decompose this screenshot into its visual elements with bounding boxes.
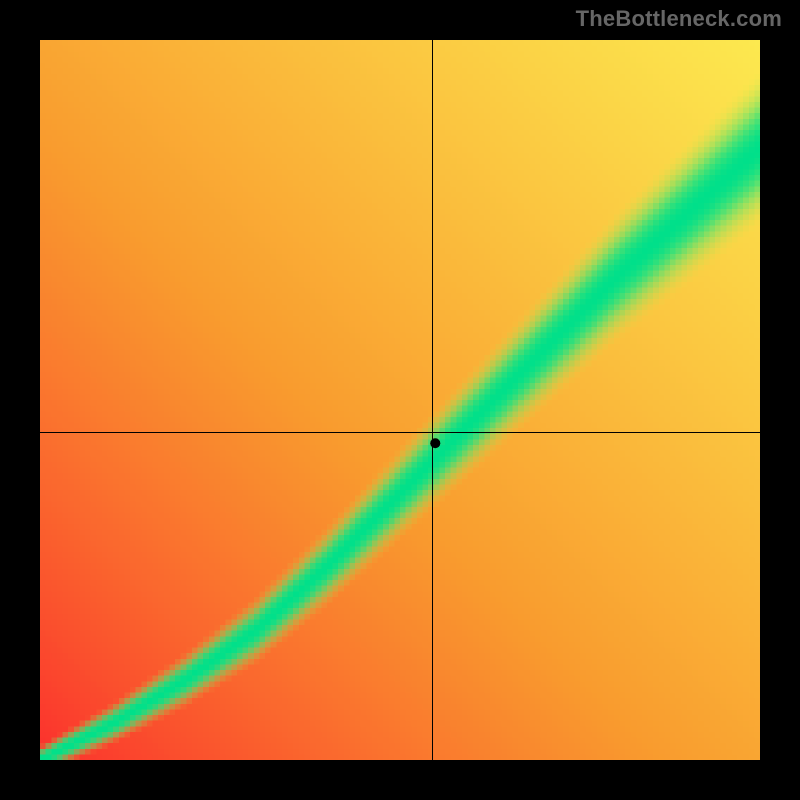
overlay-canvas <box>0 0 800 800</box>
chart-container: TheBottleneck.com <box>0 0 800 800</box>
watermark-text: TheBottleneck.com <box>576 6 782 32</box>
